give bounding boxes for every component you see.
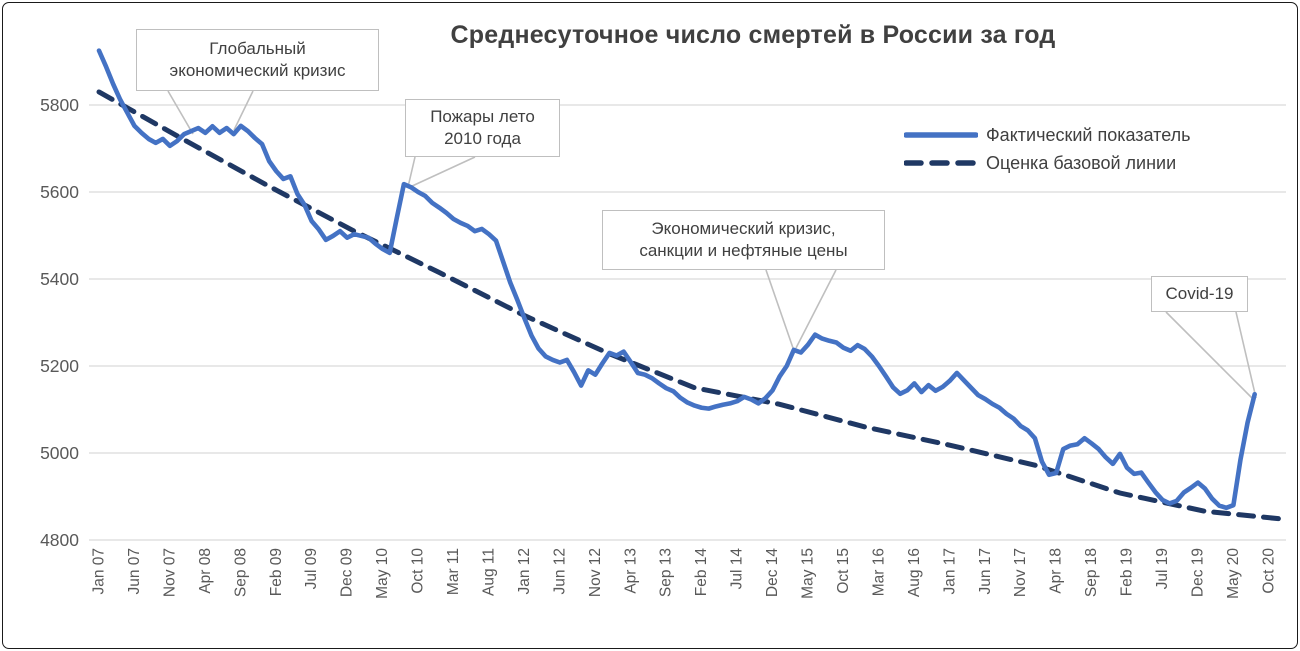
y-axis-tick-label: 5200 [40, 356, 79, 376]
legend-item-baseline: Оценка базовой линии [904, 149, 1191, 177]
legend: Фактический показатель Оценка базовой ли… [904, 121, 1191, 177]
x-axis-tick-label: Apr 08 [197, 548, 214, 594]
annotation-callout: Глобальный экономический кризис [136, 29, 379, 91]
y-axis-tick-label: 5000 [40, 443, 79, 463]
legend-solid-line-icon [904, 132, 978, 138]
legend-item-actual: Фактический показатель [904, 121, 1191, 149]
legend-label-baseline: Оценка базовой линии [986, 152, 1177, 173]
x-axis-tick-label: Mar 11 [445, 548, 462, 595]
x-axis-tick-label: Nov 12 [587, 548, 604, 597]
x-axis-tick-label: Feb 09 [268, 548, 285, 596]
x-axis-tick-label: May 15 [800, 548, 817, 599]
x-axis-tick-label: Dec 14 [764, 548, 781, 597]
callout-leader-line [233, 90, 254, 131]
baseline-series-line [96, 89, 1286, 522]
x-axis-tick-label: Nov 07 [161, 548, 178, 597]
x-axis-tick-label: Jul 14 [729, 548, 746, 590]
legend-dashed-line-icon [904, 160, 978, 166]
x-axis-tick-label: Jun 07 [126, 548, 143, 595]
legend-label-actual: Фактический показатель [986, 124, 1191, 145]
annotation-callout: Экономический кризис, санкции и нефтяные … [602, 210, 885, 270]
y-axis-tick-label: 5400 [40, 269, 79, 289]
callout-leader-line [1235, 311, 1257, 399]
x-axis-tick-label: Jan 07 [91, 548, 108, 595]
x-axis-tick-label: Sep 08 [232, 548, 249, 597]
x-axis-tick-label: Dec 19 [1189, 548, 1206, 597]
x-axis-tick-label: Sep 13 [658, 548, 675, 597]
x-axis-tick-label: Apr 13 [622, 548, 639, 594]
x-axis-tick-label: Jun 17 [977, 548, 994, 595]
actual-series-line [96, 48, 1257, 511]
x-axis-tick-label: Mar 16 [870, 548, 887, 596]
x-axis-tick-label: Aug 16 [906, 548, 923, 597]
annotation-callout: Пожары лето 2010 года [405, 99, 560, 157]
callout-leader-line [407, 156, 416, 188]
x-axis-tick-label: Jun 12 [551, 548, 568, 595]
callout-leader-line [409, 156, 476, 188]
x-axis-tick-label: Oct 10 [410, 548, 427, 594]
x-axis-tick-label: Feb 19 [1119, 548, 1136, 596]
callout-leader-line [1165, 311, 1254, 400]
x-axis-tick-label: Feb 14 [693, 548, 710, 597]
callout-leader-line [167, 90, 194, 135]
x-axis-tick-label: Oct 20 [1260, 548, 1277, 594]
y-axis-tick-label: 5800 [40, 95, 79, 115]
x-axis-tick-label: Dec 09 [339, 548, 356, 597]
y-axis-tick-label: 5600 [40, 182, 79, 202]
y-axis-tick-label: 4800 [40, 530, 79, 550]
x-axis-tick-label: Nov 17 [1012, 548, 1029, 597]
callout-leader-line [795, 269, 837, 349]
x-axis-tick-label: Sep 18 [1083, 548, 1100, 597]
plot-area: 4800 5000 5200 5400 5600 5800 Jan 07 Jun 07 Nov … [40, 48, 1286, 599]
x-axis-tick-label: Oct 15 [835, 548, 852, 594]
x-axis-tick-label: May 20 [1225, 548, 1242, 599]
x-axis-tick-label: Aug 11 [480, 548, 497, 596]
x-axis-tick-label: Jul 19 [1154, 548, 1171, 589]
x-axis-tick-label: Jan 17 [941, 548, 958, 595]
callout-leader-line [765, 269, 794, 349]
x-axis-tick-label: Jul 09 [303, 548, 320, 589]
x-axis-tick-label: Apr 18 [1048, 548, 1065, 594]
chart-title: Среднесуточное число смертей в России за… [450, 21, 1056, 49]
x-axis-tick-label: Jan 12 [516, 548, 533, 595]
x-axis-tick-label: May 10 [374, 548, 391, 599]
annotation-callout: Covid-19 [1151, 276, 1248, 312]
